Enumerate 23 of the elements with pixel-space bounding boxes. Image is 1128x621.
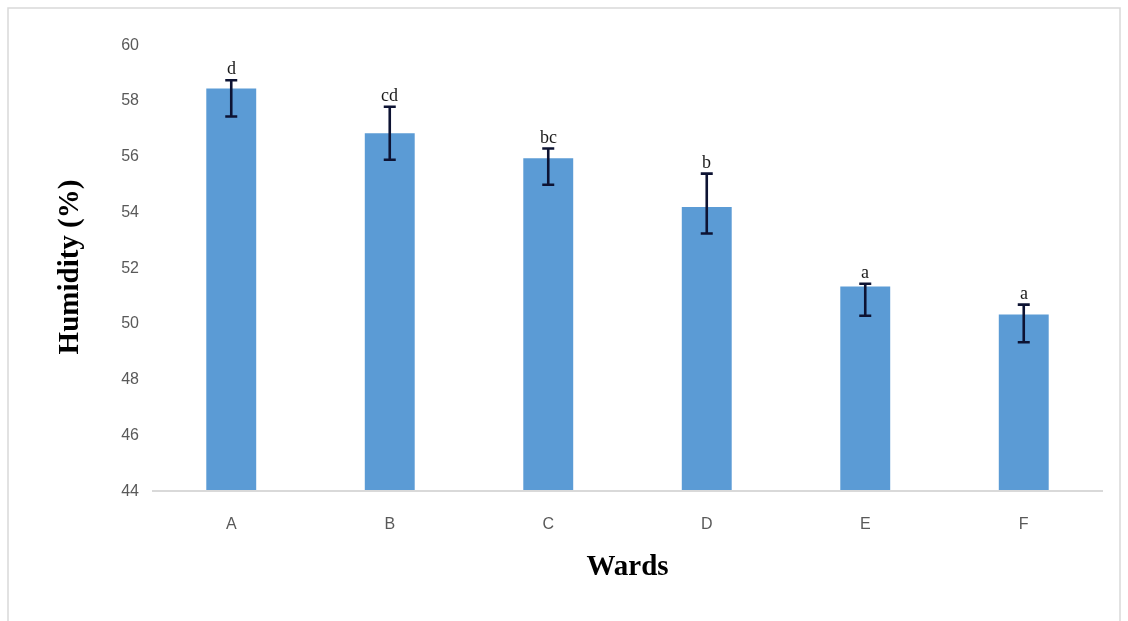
y-tick-label: 54 [121, 202, 140, 220]
x-tick-label: C [542, 514, 555, 532]
y-tick-label: 60 [121, 35, 140, 53]
y-tick-label: 46 [121, 425, 140, 443]
y-tick-label: 48 [121, 370, 140, 388]
y-tick-label: 58 [121, 91, 140, 109]
y-tick-label: 50 [121, 314, 140, 332]
annotation: bc [540, 127, 557, 147]
annotation: a [1020, 283, 1028, 303]
x-tick-label: E [859, 514, 871, 532]
x-tick-label: B [384, 514, 396, 532]
x-tick-label: F [1018, 514, 1029, 532]
y-tick-label: 44 [121, 481, 140, 499]
y-tick-label: 52 [121, 258, 140, 276]
x-tick-label: D [700, 514, 713, 532]
annotation: a [861, 262, 869, 282]
annotation: d [227, 58, 236, 78]
y-axis-title: Humidity (%) [51, 179, 85, 355]
x-tick-label: A [225, 514, 237, 532]
y-tick-label: 56 [121, 147, 140, 165]
annotation: cd [381, 85, 398, 105]
annotation: b [702, 152, 711, 172]
x-axis-title: Wards [586, 549, 669, 582]
